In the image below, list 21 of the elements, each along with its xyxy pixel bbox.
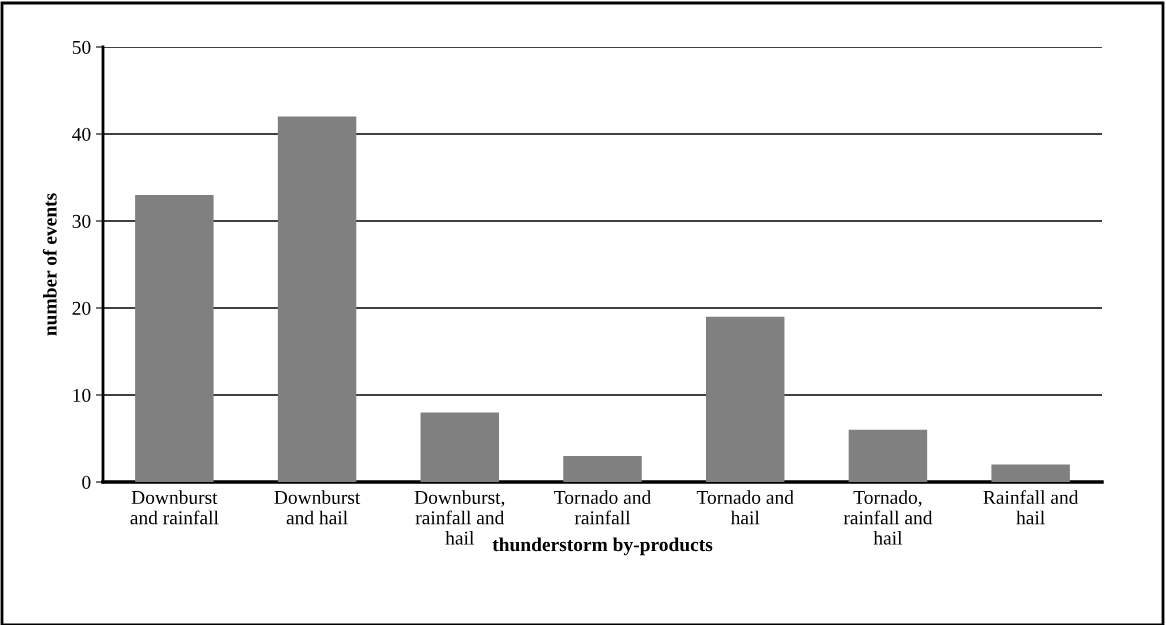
x-tick-label: Rainfall and hail bbox=[983, 490, 1079, 525]
x-tick-label: Tornado, rainfall and hail bbox=[843, 490, 933, 545]
y-tick-label: 0 bbox=[82, 475, 91, 489]
bar bbox=[277, 116, 357, 482]
bar bbox=[705, 316, 785, 482]
x-tick-label: Tornado and rainfall bbox=[554, 490, 651, 525]
y-tick-label: 20 bbox=[72, 301, 91, 315]
bar bbox=[420, 412, 500, 482]
y-tick-label: 10 bbox=[73, 388, 91, 402]
y-tick-label: 50 bbox=[72, 40, 91, 54]
bar bbox=[848, 429, 928, 482]
x-tick-label: Downburst and rainfall bbox=[130, 490, 219, 525]
x-tick-label: Tornado and hail bbox=[696, 490, 794, 525]
y-tick-label: 30 bbox=[72, 214, 91, 228]
x-tick-label: Downburst and hail bbox=[274, 490, 361, 525]
bar bbox=[991, 464, 1070, 482]
bar bbox=[563, 455, 642, 482]
bar bbox=[135, 194, 214, 482]
y-tick-label: 40 bbox=[72, 127, 91, 141]
y-axis-title: number of events bbox=[42, 193, 57, 336]
x-axis-title: thunderstorm by-products bbox=[492, 537, 713, 556]
